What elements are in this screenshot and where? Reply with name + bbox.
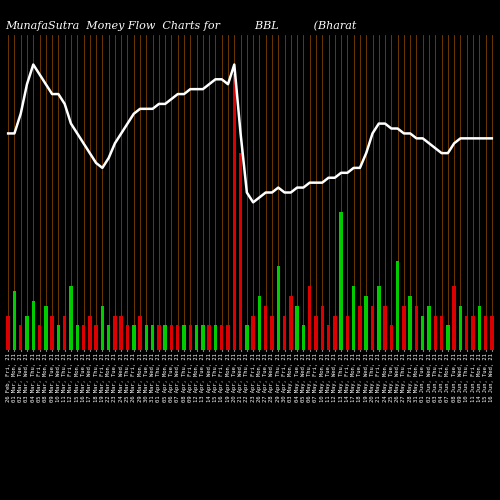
- Bar: [446, 326, 450, 350]
- Bar: [188, 326, 192, 350]
- Bar: [50, 316, 54, 350]
- Bar: [302, 326, 305, 350]
- Bar: [428, 306, 431, 350]
- Bar: [402, 306, 406, 350]
- Bar: [346, 316, 349, 350]
- Bar: [320, 306, 324, 350]
- Bar: [245, 326, 248, 350]
- Bar: [371, 306, 374, 350]
- Bar: [126, 326, 129, 350]
- Bar: [44, 306, 48, 350]
- Bar: [289, 296, 292, 350]
- Bar: [164, 326, 167, 350]
- Bar: [100, 306, 104, 350]
- Bar: [276, 266, 280, 350]
- Bar: [88, 316, 92, 350]
- Bar: [182, 326, 186, 350]
- Bar: [232, 74, 236, 350]
- Bar: [138, 316, 142, 350]
- Bar: [120, 316, 123, 350]
- Bar: [26, 316, 29, 350]
- Bar: [19, 326, 22, 350]
- Bar: [358, 306, 362, 350]
- Bar: [472, 316, 474, 350]
- Bar: [201, 326, 204, 350]
- Bar: [377, 286, 380, 350]
- Bar: [484, 316, 488, 350]
- Bar: [421, 316, 424, 350]
- Bar: [352, 286, 356, 350]
- Bar: [113, 316, 116, 350]
- Bar: [440, 316, 444, 350]
- Bar: [12, 291, 16, 350]
- Bar: [176, 326, 180, 350]
- Bar: [6, 316, 10, 350]
- Bar: [490, 316, 494, 350]
- Bar: [214, 326, 217, 350]
- Bar: [408, 296, 412, 350]
- Bar: [258, 296, 261, 350]
- Bar: [283, 316, 286, 350]
- Bar: [434, 316, 437, 350]
- Bar: [465, 316, 468, 350]
- Bar: [144, 326, 148, 350]
- Bar: [364, 296, 368, 350]
- Bar: [239, 153, 242, 350]
- Bar: [151, 326, 154, 350]
- Text: MunafaSutra  Money Flow  Charts for          BBL          (Bharat: MunafaSutra Money Flow Charts for BBL (B…: [5, 21, 356, 32]
- Bar: [38, 326, 42, 350]
- Bar: [296, 306, 299, 350]
- Bar: [82, 326, 86, 350]
- Bar: [333, 316, 336, 350]
- Bar: [270, 316, 274, 350]
- Bar: [107, 326, 110, 350]
- Bar: [264, 306, 268, 350]
- Bar: [94, 326, 98, 350]
- Bar: [452, 286, 456, 350]
- Bar: [208, 326, 211, 350]
- Bar: [340, 212, 343, 350]
- Bar: [195, 326, 198, 350]
- Bar: [327, 326, 330, 350]
- Bar: [76, 326, 79, 350]
- Bar: [63, 316, 66, 350]
- Bar: [32, 301, 35, 350]
- Bar: [314, 316, 318, 350]
- Bar: [157, 326, 160, 350]
- Bar: [69, 286, 72, 350]
- Bar: [56, 326, 60, 350]
- Bar: [308, 286, 312, 350]
- Bar: [458, 306, 462, 350]
- Bar: [414, 306, 418, 350]
- Bar: [226, 326, 230, 350]
- Bar: [220, 326, 224, 350]
- Bar: [132, 326, 136, 350]
- Bar: [252, 316, 255, 350]
- Bar: [170, 326, 173, 350]
- Bar: [396, 262, 400, 350]
- Bar: [478, 306, 481, 350]
- Bar: [390, 326, 393, 350]
- Bar: [384, 306, 387, 350]
